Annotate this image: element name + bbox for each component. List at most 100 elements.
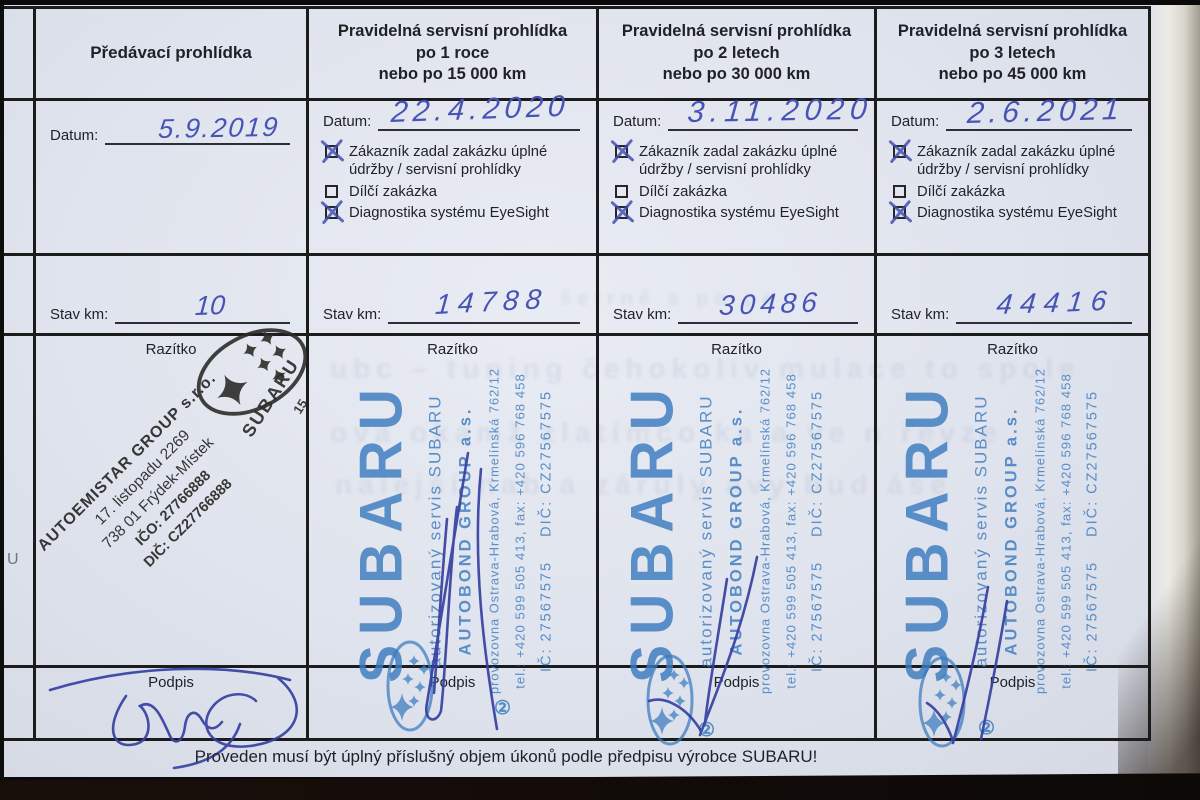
checkbox-checked (615, 145, 628, 158)
header-line: po 1 roce (415, 43, 490, 62)
checkbox-checked (325, 145, 338, 158)
checkbox-label: Zákazník zadal zakázku úplné údržby / se… (639, 144, 838, 179)
signature-label: Podpis (148, 674, 194, 691)
pen-x-mark-icon (318, 199, 346, 227)
checkbox-row: Zákazník zadal zakázku úplné údržby / se… (325, 143, 584, 180)
handwritten-date: 3.11.2020 (686, 92, 875, 129)
header-line: po 2 letech (693, 43, 780, 62)
signature-cell-service-3yr: Podpis (874, 665, 1148, 738)
date-line: 3.11.2020 (668, 93, 875, 131)
km-cell-service-1yr: Stav km: 14788 (306, 253, 596, 333)
service-record-table: Předávací prohlídka Pravidelná servisní … (4, 6, 1151, 741)
checkbox-label: Zákazník zadal zakázku úplné údržby / se… (349, 144, 548, 179)
checkbox-label: Diagnostika systému EyeSight (349, 205, 549, 222)
handwritten-km: 10 (194, 289, 227, 321)
column-header-service-1yr: Pravidelná servisní prohlídka po 1 roce … (306, 9, 596, 98)
margin-cell (4, 665, 33, 738)
stamp-label: Razítko (987, 341, 1038, 358)
column-header-handover-inspection: Předávací prohlídka (33, 9, 306, 98)
header-line: po 3 letech (969, 43, 1056, 62)
pen-x-mark-icon (608, 138, 636, 166)
stamp-cell-service-3yr: Razítko (874, 333, 1148, 665)
scan-edge-left (0, 5, 4, 777)
column-header-service-2yr: Pravidelná servisní prohlídka po 2 letec… (596, 9, 874, 98)
date-line: 22.4.2020 (378, 90, 580, 131)
checkbox-row: Diagnostika systému EyeSight (893, 204, 1136, 222)
checkbox-row: Diagnostika systému EyeSight (615, 204, 862, 222)
header-line: nebo po 45 000 km (938, 65, 1087, 84)
km-line: 44416 (956, 285, 1132, 324)
checkbox-label: Dílčí zakázka (917, 183, 1005, 200)
date-line: 2.6.2021 (946, 93, 1132, 131)
km-cell-service-3yr: Stav km: 44416 (874, 253, 1148, 333)
scan-edge-bottom (0, 773, 1200, 800)
checkbox-list: Zákazník zadal zakázku úplné údržby / se… (613, 143, 862, 223)
checkbox-row: Dílčí zakázka (893, 183, 1136, 201)
km-line: 14788 (388, 283, 580, 324)
checkbox-label: Dílčí zakázka (349, 183, 437, 200)
stamp-label: Razítko (145, 341, 197, 358)
checkbox-row: Diagnostika systému EyeSight (325, 204, 584, 222)
date-label: Datum: (613, 113, 662, 130)
header-line: Pravidelná servisní prohlídka (621, 21, 852, 40)
checkbox-list: Zákazník zadal zakázku úplné údržby / se… (323, 143, 584, 223)
header-line: Pravidelná servisní prohlídka (897, 21, 1128, 40)
km-cell-service-2yr: Stav km: 30486 (596, 253, 874, 333)
km-cell-handover: Stav km: 10 (33, 253, 306, 333)
checkbox-label: Diagnostika systému EyeSight (639, 205, 839, 222)
corner-shadow (1118, 525, 1200, 777)
checkbox-row: Zákazník zadal zakázku úplné údržby / se… (615, 143, 862, 180)
km-line: 10 (115, 290, 290, 324)
signature-label: Podpis (713, 674, 760, 691)
date-label: Datum: (50, 127, 99, 144)
checkbox-row: Dílčí zakázka (615, 183, 862, 201)
stamp-label: Razítko (711, 341, 762, 358)
margin-stray-letter: U (7, 551, 19, 568)
signature-cell-handover: Podpis (33, 665, 306, 738)
margin-cell (4, 333, 33, 665)
signature-label: Podpis (989, 674, 1036, 691)
km-label: Stav km: (323, 306, 382, 323)
checkbox-unchecked (615, 184, 628, 198)
header-line: Předávací prohlídka (90, 43, 252, 63)
column-header-service-3yr: Pravidelná servisní prohlídka po 3 letec… (874, 9, 1148, 98)
stamp-label: Razítko (427, 341, 478, 358)
checkbox-label: Diagnostika systému EyeSight (917, 205, 1117, 222)
bleed-through-text: ubc – tuning čehokoliv mulace to spole (330, 353, 1081, 384)
stamp-cell-service-2yr: Razítko (596, 333, 874, 665)
km-label: Stav km: (50, 306, 109, 323)
km-line: 30486 (678, 286, 858, 324)
bleed-through-text: ova okamž zlatímco ka a ve n řevze (330, 417, 1003, 448)
date-label: Datum: (891, 113, 940, 130)
header-line: Pravidelná servisní prohlídka (337, 21, 568, 40)
checkbox-label: Zákazník zadal zakázku úplné údržby / se… (917, 144, 1116, 179)
checkbox-unchecked (325, 184, 338, 198)
handwritten-km: 14788 (434, 282, 550, 320)
checkbox-checked (893, 206, 906, 220)
checkbox-checked (325, 206, 338, 220)
handwritten-date: 22.4.2020 (390, 89, 572, 129)
margin-cell (4, 98, 33, 253)
date-line: 5.9.2019 (105, 112, 290, 145)
checkbox-unchecked (893, 184, 906, 198)
checkbox-label: Dílčí zakázka (639, 183, 727, 200)
margin-cell (4, 9, 33, 98)
handwritten-date: 2.6.2021 (966, 92, 1126, 130)
header-line: nebo po 30 000 km (662, 65, 811, 84)
handwritten-date: 5.9.2019 (157, 111, 282, 144)
handwritten-km: 30486 (717, 286, 823, 321)
km-label: Stav km: (891, 306, 950, 323)
pen-x-mark-icon (608, 199, 636, 227)
pen-x-mark-icon (318, 138, 346, 166)
signature-cell-service-2yr: Podpis (596, 665, 874, 738)
checkbox-checked (893, 145, 906, 158)
handwritten-km: 44416 (995, 284, 1117, 320)
km-label: Stav km: (613, 306, 672, 323)
pen-x-mark-icon (886, 138, 914, 166)
signature-cell-service-1yr: Podpis (306, 665, 596, 738)
stamp-cell-service-1yr: Razítko (306, 333, 596, 665)
date-label: Datum: (323, 113, 372, 130)
scan-edge-top (0, 0, 1200, 5)
checkbox-row: Zákazník zadal zakázku úplné údržby / se… (893, 143, 1136, 180)
